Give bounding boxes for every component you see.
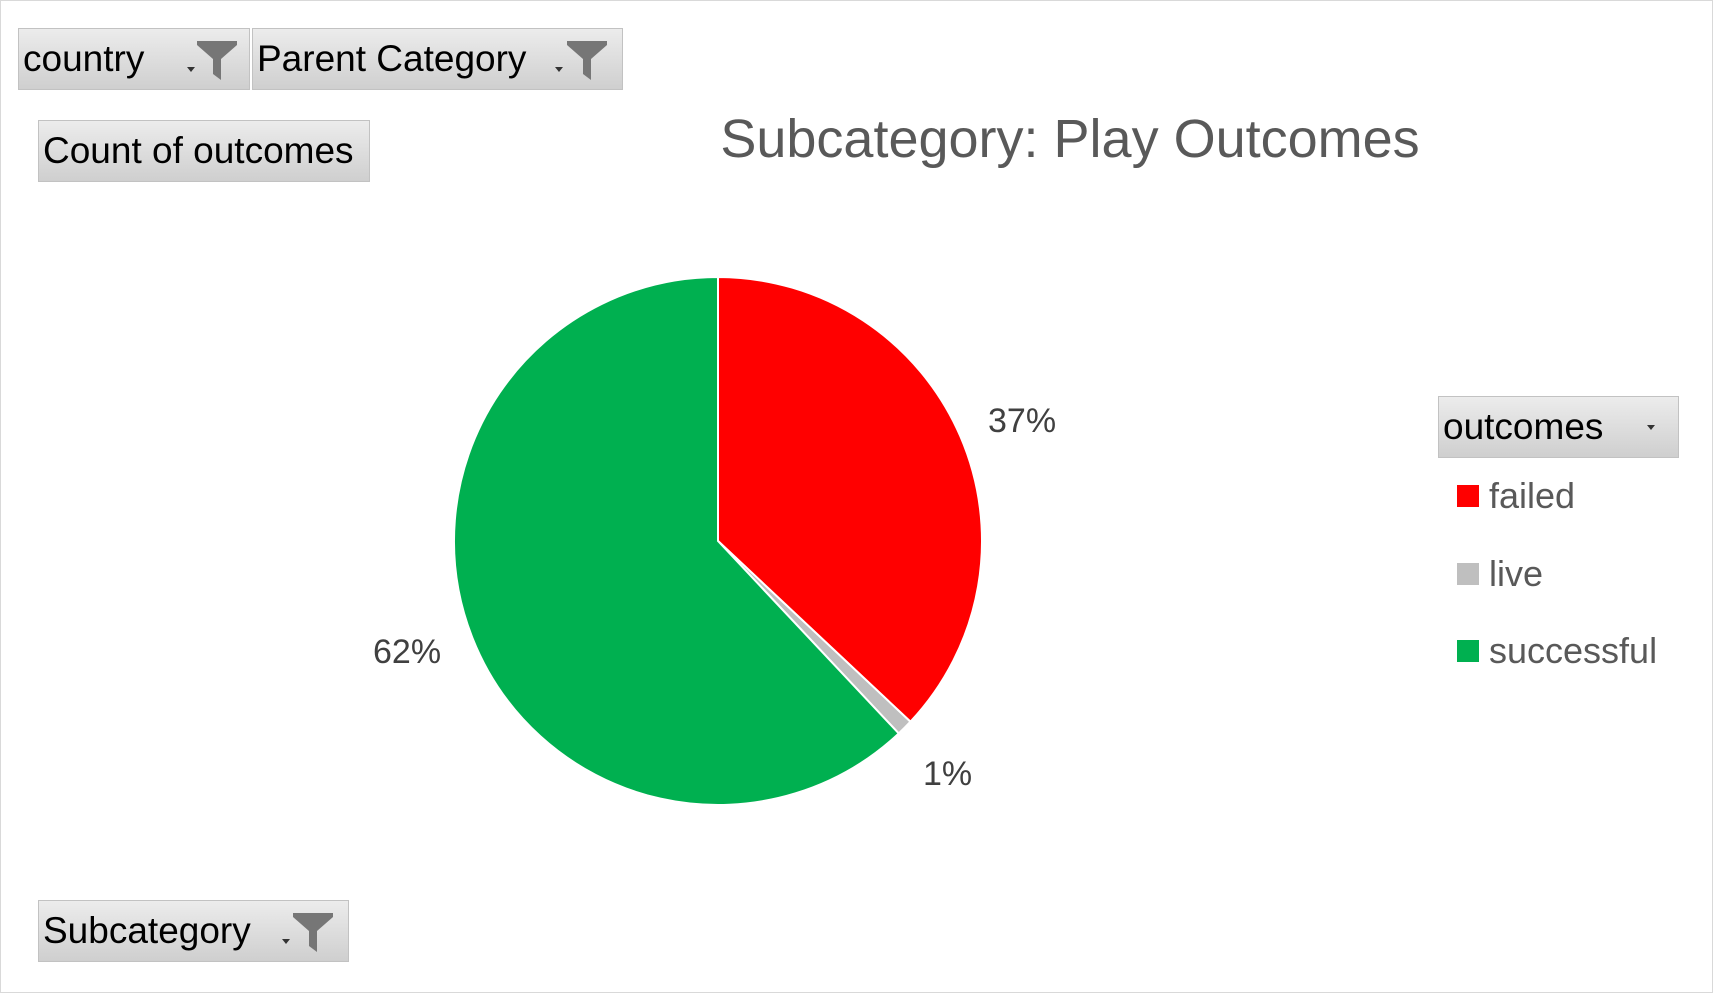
filter-funnel-icon [197, 41, 237, 80]
legend-label-failed: failed [1489, 475, 1576, 516]
outcomes-legend-field-button[interactable]: outcomes [1438, 396, 1679, 458]
chart-title: Subcategory: Play Outcomes [720, 109, 1420, 169]
legend-swatch-failed [1457, 485, 1479, 507]
legend-label-successful: successful [1489, 630, 1658, 671]
data-label-failed: 37% [988, 402, 1057, 440]
legend-label-live: live [1489, 553, 1544, 594]
legend-item-live[interactable]: live [1457, 553, 1543, 595]
dropdown-arrow-icon [1647, 425, 1655, 430]
subcategory-filter-button[interactable]: Subcategory [38, 900, 349, 962]
legend-item-successful[interactable]: successful [1457, 630, 1657, 672]
subcategory-filter-label: Subcategory [43, 910, 251, 951]
count-of-outcomes-label: Count of outcomes [43, 130, 354, 171]
dropdown-arrow-icon [555, 67, 563, 72]
data-label-live: 1% [923, 755, 973, 793]
parent-category-filter-button[interactable]: Parent Category [252, 28, 623, 90]
data-label-successful: 62% [373, 633, 442, 671]
filter-funnel-icon [567, 41, 607, 80]
count-of-outcomes-value-button[interactable]: Count of outcomes [38, 120, 370, 182]
country-filter-button[interactable]: country [18, 28, 250, 90]
country-filter-label: country [23, 38, 145, 79]
parent-category-filter-label: Parent Category [257, 38, 527, 79]
pie-slice-failed[interactable] [717, 275, 983, 724]
outcomes-legend-label: outcomes [1443, 406, 1604, 447]
dropdown-arrow-icon [187, 67, 195, 72]
legend-item-failed[interactable]: failed [1457, 475, 1575, 517]
legend-swatch-successful [1457, 640, 1479, 662]
pie-slice-successful[interactable] [453, 275, 901, 806]
legend-swatch-live [1457, 563, 1479, 585]
filter-funnel-icon [293, 913, 333, 952]
dropdown-arrow-icon [282, 939, 290, 944]
